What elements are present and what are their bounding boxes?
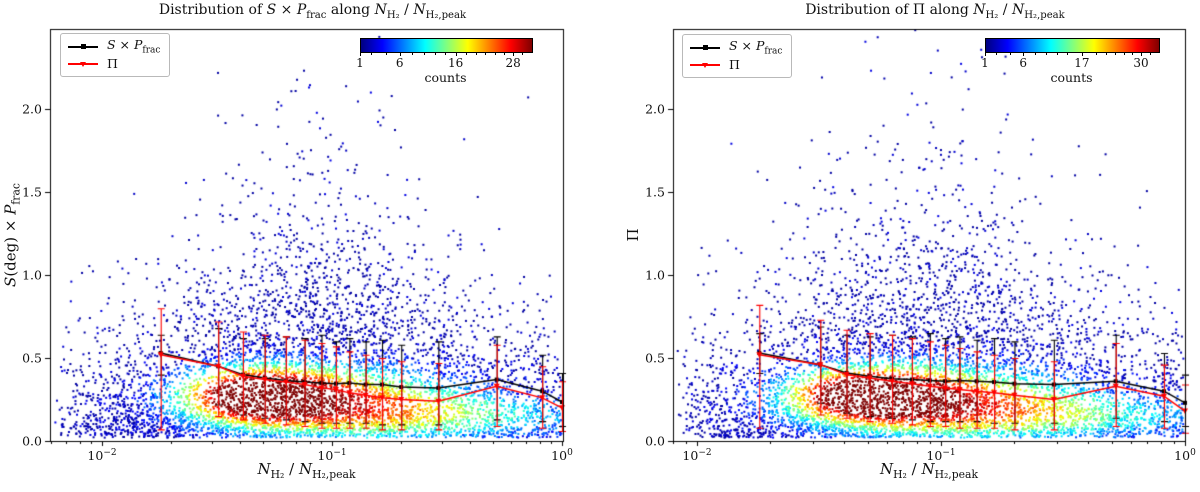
legend-label: Π xyxy=(107,56,118,71)
colorbar-minor-tick xyxy=(494,52,496,55)
left-x-axis-label: NH₂ / NH₂,peak xyxy=(257,460,356,481)
colorbar-tick-label: 16 xyxy=(448,56,464,70)
colorbar-major-tick xyxy=(360,52,361,56)
x-tick-label: 100 xyxy=(1174,448,1196,464)
colorbar-tick-label: 6 xyxy=(1019,56,1028,70)
x-tick-label: 10−2 xyxy=(87,448,117,464)
colorbar-major-tick xyxy=(985,52,986,56)
colorbar-minor-tick xyxy=(465,52,467,55)
y-tick-label: 1.0 xyxy=(22,267,42,283)
colorbar-minor-tick xyxy=(1096,52,1098,55)
y-tick-label: 1.5 xyxy=(22,184,42,200)
left-y-axis-label: S(deg) × Pfrac xyxy=(1,183,23,287)
y-tick-label: 0.5 xyxy=(645,350,665,366)
y-tick-label: 0.0 xyxy=(22,433,42,449)
colorbar-tick-label: 28 xyxy=(505,56,521,70)
colorbar-major-tick xyxy=(1081,52,1083,56)
black-line-sample xyxy=(68,44,98,49)
colorbar-major-tick xyxy=(399,52,401,56)
colorbar-tick-label: 1 xyxy=(356,56,364,70)
colorbar-minor-tick xyxy=(445,52,447,55)
colorbar-minor-tick xyxy=(411,52,413,55)
colorbar-tick-label: 6 xyxy=(395,56,404,70)
x-tick-label: 10−1 xyxy=(926,448,956,464)
square-marker-icon xyxy=(80,44,86,49)
x-tick-label: 100 xyxy=(551,448,573,464)
legend-label: S × Pfrac xyxy=(729,38,783,57)
right-y-axis-label: Π xyxy=(624,228,642,242)
colorbar-minor-tick xyxy=(1149,52,1151,55)
x-tick-label: 10−1 xyxy=(317,448,347,464)
left-colorbar xyxy=(360,38,533,53)
colorbar-major-tick xyxy=(455,52,457,56)
legend-label: S × Pfrac xyxy=(107,37,161,56)
x-tick-label: 10−2 xyxy=(682,448,712,464)
black-line-sample xyxy=(690,45,720,50)
left-legend: S × Pfrac Π xyxy=(60,33,171,77)
triangle-down-marker-icon xyxy=(79,61,86,67)
colorbar-tick-label: 30 xyxy=(1133,56,1149,70)
triangle-down-marker-icon xyxy=(701,62,708,68)
y-tick-label: 0.0 xyxy=(645,433,665,449)
colorbar-minor-tick xyxy=(1105,52,1107,55)
colorbar-minor-tick xyxy=(475,52,477,55)
y-tick-label: 2.0 xyxy=(22,101,42,117)
right-colorbar xyxy=(985,38,1160,53)
y-tick-label: 0.5 xyxy=(22,350,42,366)
red-line-sample xyxy=(68,61,98,67)
panel-left: Distribution of S × Pfrac along NH₂ / NH… xyxy=(0,0,600,492)
legend-label: Π xyxy=(729,57,740,72)
panel-right: Distribution of Π along NH₂ / NH₂,peak Π… xyxy=(600,0,1200,492)
right-legend: S × Pfrac Π xyxy=(682,34,793,78)
colorbar-minor-tick xyxy=(423,52,425,55)
colorbar-minor-tick xyxy=(503,52,505,55)
square-marker-icon xyxy=(702,45,708,50)
red-line-sample xyxy=(690,62,720,68)
colorbar-minor-tick xyxy=(485,52,487,55)
colorbar-tick-label: 17 xyxy=(1074,56,1090,70)
colorbar-minor-tick xyxy=(1046,52,1048,55)
colorbar-major-tick xyxy=(1141,52,1142,56)
left-plot-canvas xyxy=(0,0,600,492)
colorbar-minor-tick xyxy=(1123,52,1125,55)
y-tick-label: 1.0 xyxy=(645,267,665,283)
legend-entry-pi: Π xyxy=(68,55,160,72)
legend-entry-sxpfrac: S × Pfrac xyxy=(68,37,161,56)
colorbar-minor-tick xyxy=(370,52,372,55)
left-title: Distribution of S × Pfrac along NH₂ / NH… xyxy=(158,2,467,21)
colorbar-minor-tick xyxy=(386,52,388,55)
colorbar-minor-tick xyxy=(434,52,436,55)
colorbar-minor-tick xyxy=(1056,52,1058,55)
colorbar-major-tick xyxy=(513,52,515,56)
right-x-axis-label: NH₂ / NH₂,peak xyxy=(879,460,979,481)
right-title: Distribution of Π along NH₂ / NH₂,peak xyxy=(805,2,1065,21)
colorbar-minor-tick xyxy=(1010,52,1012,55)
colorbar-minor-tick xyxy=(1035,52,1037,55)
colorbar-minor-tick xyxy=(1132,52,1134,55)
colorbar-major-tick xyxy=(1023,52,1025,56)
left-colorbar-label: counts xyxy=(424,70,467,85)
legend-entry-pi: Π xyxy=(690,56,782,73)
y-tick-label: 1.5 xyxy=(645,184,665,200)
colorbar-minor-tick xyxy=(1114,52,1116,55)
colorbar-tick-label: 1 xyxy=(981,56,989,70)
colorbar-minor-tick xyxy=(522,52,524,55)
right-plot-canvas xyxy=(600,0,1200,492)
colorbar-minor-tick xyxy=(995,52,997,55)
right-colorbar-label: counts xyxy=(1050,70,1093,85)
y-tick-label: 2.0 xyxy=(645,101,665,117)
legend-entry-sxpfrac: S × Pfrac xyxy=(690,38,783,57)
colorbar-minor-tick xyxy=(1067,52,1069,55)
